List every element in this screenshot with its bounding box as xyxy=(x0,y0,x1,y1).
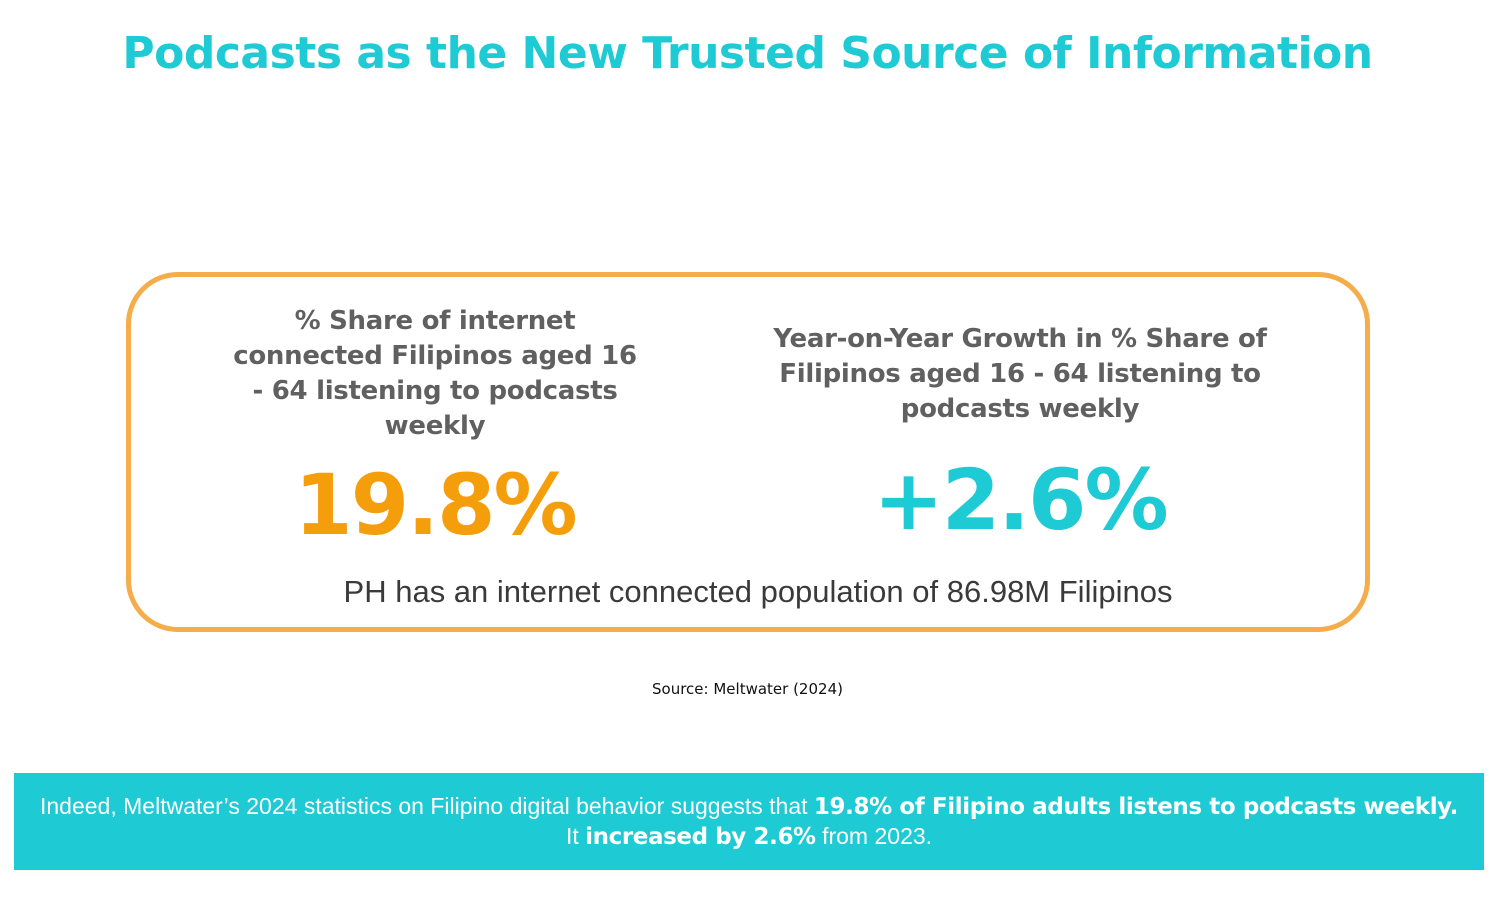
source-citation: Source: Meltwater (2024) xyxy=(652,680,843,698)
banner-text-part3: from 2023. xyxy=(815,823,933,849)
stat-card xyxy=(126,272,1370,632)
yoy-growth-value: +2.6% xyxy=(873,451,1168,549)
summary-banner: Indeed, Meltwater’s 2024 statistics on F… xyxy=(14,773,1484,870)
page-title: Podcasts as the New Trusted Source of In… xyxy=(122,28,1373,79)
weekly-listeners-label: % Share of internet connected Filipinos … xyxy=(233,306,637,441)
yoy-growth-label: Year-on-Year Growth in % Share of Filipi… xyxy=(773,324,1267,424)
population-note: PH has an internet connected population … xyxy=(343,574,1173,609)
banner-highlight-increase: increased by 2.6% xyxy=(585,824,816,850)
banner-text-part1: Indeed, Meltwater’s 2024 statistics on F… xyxy=(40,793,814,819)
weekly-listeners-value: 19.8% xyxy=(294,456,577,554)
banner-highlight-weekly: 19.8% of Filipino adults listens to podc… xyxy=(813,794,1458,820)
banner-text-part2: It xyxy=(565,823,586,849)
